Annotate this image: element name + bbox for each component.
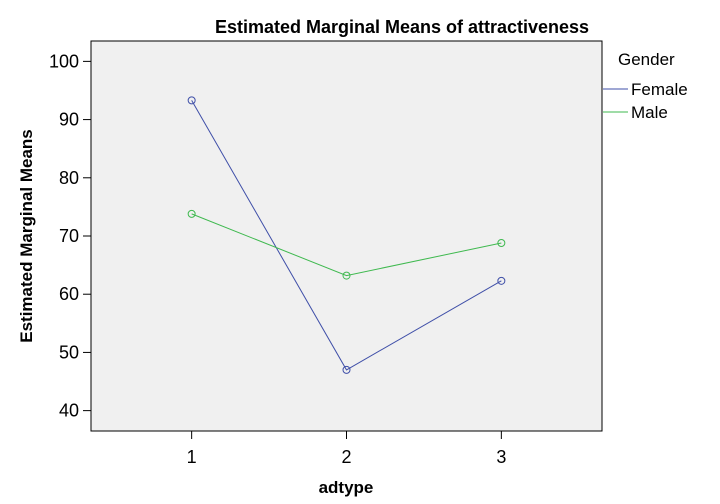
data-point-female: [342, 365, 351, 374]
y-tick-label: 60: [59, 284, 79, 304]
y-tick-label: 50: [59, 342, 79, 362]
plot-area: [90, 40, 603, 432]
data-point-male: [342, 271, 351, 280]
x-axis-title: adtype: [319, 478, 374, 497]
y-tick-label: 40: [59, 401, 79, 421]
y-axis: 40 50 60 70 80 90 100: [49, 51, 91, 421]
legend-title: Gender: [618, 50, 675, 69]
data-point-female: [187, 96, 196, 105]
x-axis: 1 2 3: [187, 431, 506, 467]
data-point-male: [187, 209, 196, 218]
x-tick-label: 2: [341, 447, 351, 467]
y-axis-title: Estimated Marginal Means: [17, 129, 36, 343]
series-line-female: [191, 100, 502, 371]
y-tick-label: 80: [59, 168, 79, 188]
legend: Gender Female Male: [603, 50, 688, 122]
x-tick-label: 3: [496, 447, 506, 467]
data-point-male: [497, 238, 506, 247]
series-layer: [187, 96, 506, 374]
chart-title: Estimated Marginal Means of attractivene…: [215, 17, 589, 37]
series-line-male: [191, 213, 502, 277]
y-tick-label: 100: [49, 51, 79, 71]
y-tick-label: 70: [59, 226, 79, 246]
x-tick-label: 1: [187, 447, 197, 467]
legend-label-female: Female: [631, 80, 688, 99]
y-tick-label: 90: [59, 110, 79, 130]
legend-label-male: Male: [631, 103, 668, 122]
data-point-female: [497, 276, 506, 285]
